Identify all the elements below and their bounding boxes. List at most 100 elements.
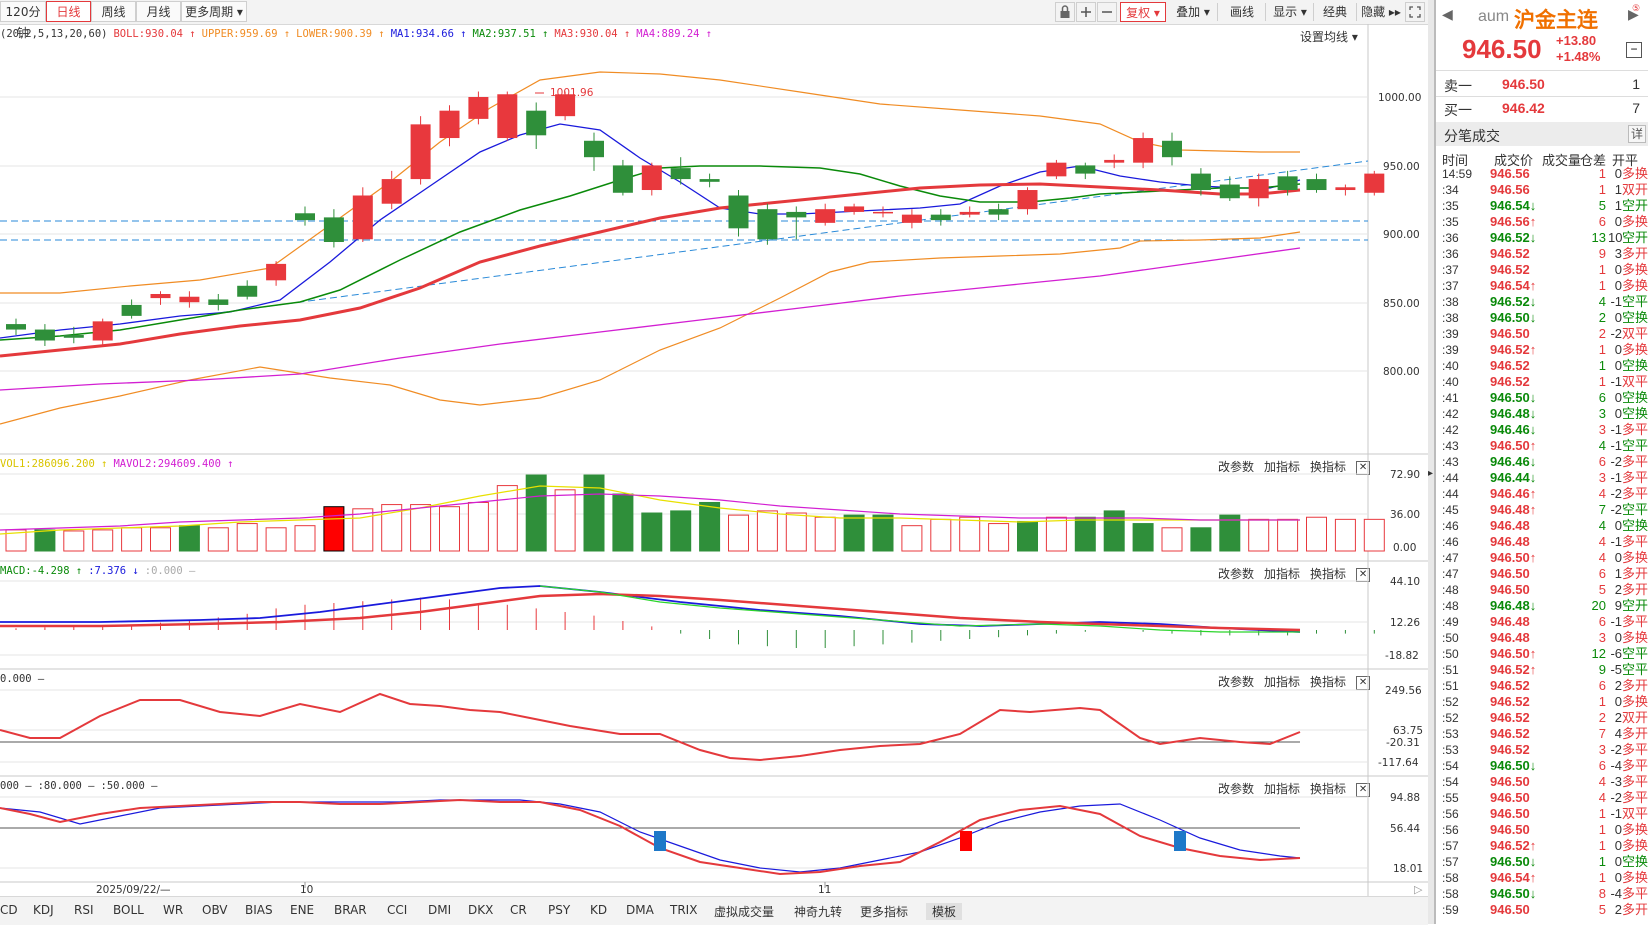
tab-brar[interactable]: BRAR [334, 903, 367, 917]
period-month-button[interactable]: 月线 [136, 1, 181, 22]
candle[interactable] [988, 203, 1009, 221]
tab-cd[interactable]: CD [0, 903, 18, 917]
candle[interactable] [295, 206, 315, 226]
candle[interactable] [901, 209, 922, 229]
candle[interactable] [439, 105, 460, 147]
switch-indicator-button[interactable]: 换指标 [1310, 567, 1347, 581]
candle[interactable] [815, 203, 836, 226]
fullscreen-icon[interactable] [1405, 2, 1425, 22]
candle[interactable] [728, 190, 749, 237]
candle[interactable] [1190, 168, 1211, 196]
tab-dkx[interactable]: DKX [468, 903, 494, 917]
candle[interactable] [1248, 173, 1269, 207]
add-indicator-button[interactable]: 加指标 [1264, 782, 1301, 796]
candle[interactable] [612, 159, 633, 196]
candle[interactable] [1306, 173, 1327, 193]
add-indicator-button[interactable]: 加指标 [1264, 567, 1301, 581]
change-params-button[interactable]: 改参数 [1218, 675, 1255, 689]
candle[interactable] [121, 299, 142, 319]
tab-obv[interactable]: OBV [202, 903, 228, 917]
change-params-button[interactable]: 改参数 [1218, 782, 1255, 796]
switch-indicator-button[interactable]: 换指标 [1310, 782, 1347, 796]
period-day-button[interactable]: 日线 [46, 1, 91, 22]
set-ma-button[interactable]: 设置均线 ▾ [1300, 30, 1358, 44]
tab-dma[interactable]: DMA [626, 903, 654, 917]
candle[interactable] [1017, 187, 1038, 215]
overlay-button[interactable]: 叠加 ▾ [1176, 5, 1210, 19]
candle[interactable] [410, 116, 431, 185]
close-icon[interactable]: ✕ [1356, 782, 1371, 797]
panel-splitter[interactable]: ▸ [1428, 0, 1434, 924]
period-120min-button[interactable]: 120分钟 [0, 1, 46, 40]
tab-trix[interactable]: TRIX [670, 903, 698, 917]
candle[interactable] [1162, 132, 1182, 166]
candle[interactable] [34, 324, 55, 346]
candle[interactable] [1104, 154, 1125, 169]
tab-virtual-volume[interactable]: 虚拟成交量 [714, 905, 775, 919]
candle[interactable] [959, 206, 980, 218]
lock-icon[interactable] [1055, 2, 1075, 22]
candle[interactable] [930, 209, 951, 226]
plus-icon[interactable] [1076, 2, 1096, 22]
candle[interactable] [323, 209, 344, 248]
tab-cr[interactable]: CR [510, 903, 527, 917]
draw-line-button[interactable]: 画线 [1229, 5, 1254, 19]
period-week-button[interactable]: 周线 [91, 1, 136, 22]
tab-boll[interactable]: BOLL [113, 903, 144, 917]
tab-ene[interactable]: ENE [290, 903, 315, 917]
tab-wr[interactable]: WR [163, 903, 184, 917]
add-indicator-button[interactable]: 加指标 [1264, 460, 1301, 474]
more-periods-button[interactable]: 更多周期 ▾ [181, 1, 247, 22]
tab-more-indicators[interactable]: 更多指标 [860, 905, 909, 919]
candle[interactable] [1277, 170, 1298, 196]
candle[interactable] [1364, 170, 1385, 196]
candle[interactable] [873, 206, 893, 218]
candle[interactable] [1335, 184, 1356, 196]
tab-dmi[interactable]: DMI [428, 903, 452, 917]
candle[interactable] [1075, 162, 1096, 180]
candle[interactable] [6, 318, 26, 336]
tab-bias[interactable]: BIAS [245, 903, 273, 917]
restore-rights-button[interactable]: 复权 ▾ [1120, 2, 1166, 22]
candle[interactable] [757, 203, 778, 245]
candle[interactable] [670, 157, 691, 185]
close-icon[interactable]: ✕ [1356, 675, 1371, 690]
hide-button[interactable]: 隐藏 ▸▸ [1361, 5, 1401, 19]
display-button[interactable]: 显示 ▾ [1273, 5, 1307, 19]
tab-template[interactable]: 模板 [926, 903, 963, 920]
candle[interactable] [497, 91, 518, 141]
candle[interactable] [92, 318, 113, 346]
candle[interactable] [237, 280, 258, 300]
add-indicator-button[interactable]: 加指标 [1264, 675, 1301, 689]
tab-kd[interactable]: KD [590, 903, 608, 917]
candle[interactable] [526, 102, 547, 149]
candle[interactable] [584, 132, 604, 171]
prev-symbol-icon[interactable]: ◀ [1442, 6, 1453, 22]
candle[interactable] [555, 91, 576, 121]
candle[interactable] [352, 187, 373, 243]
classic-button[interactable]: 经典 [1322, 5, 1347, 19]
next-symbol-icon[interactable]: ▶ [1628, 6, 1639, 22]
tab-psy[interactable]: PSY [548, 903, 571, 917]
change-params-button[interactable]: 改参数 [1218, 567, 1255, 581]
candle[interactable] [1219, 176, 1240, 201]
tab-kdj[interactable]: KDJ [33, 903, 54, 917]
add-favorite-icon[interactable]: − [1626, 42, 1642, 58]
candle[interactable] [468, 91, 489, 125]
candle[interactable] [150, 291, 171, 305]
candle[interactable] [699, 173, 720, 188]
detail-button[interactable]: 详 [1628, 125, 1646, 143]
candle[interactable] [786, 206, 807, 240]
candle[interactable] [208, 293, 229, 311]
candle[interactable] [179, 291, 200, 308]
candle[interactable] [381, 170, 402, 210]
minus-icon[interactable] [1097, 2, 1117, 22]
switch-indicator-button[interactable]: 换指标 [1310, 675, 1347, 689]
kline-chart[interactable]: 1000.00 950.00 900.00 850.00 800.00 1001… [0, 0, 1428, 896]
candle[interactable] [844, 203, 865, 215]
tab-magic-nine[interactable]: 神奇九转 [794, 905, 843, 919]
tab-cci[interactable]: CCI [387, 903, 408, 917]
tab-rsi[interactable]: RSI [74, 903, 94, 917]
candle[interactable] [63, 326, 84, 344]
collapse-arrow-icon[interactable]: ▸ [1428, 468, 1434, 479]
